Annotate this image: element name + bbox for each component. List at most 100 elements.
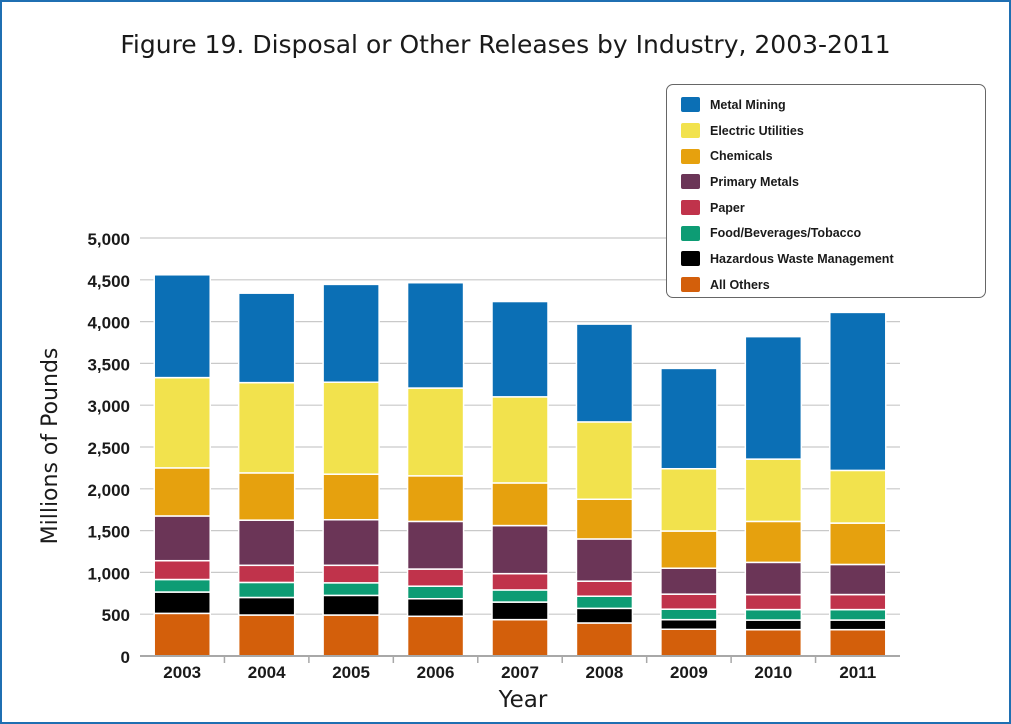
bar-segment-chemicals-2011 [829,522,887,566]
bar-segment-chemicals-2003 [153,467,211,517]
bar-segment-hazardous-waste-management-2005 [322,594,380,616]
bar-segment-electric-utilities-2007 [491,396,549,484]
bar-segment-electric-utilities-2004 [237,381,296,474]
bar-segment-food-beverages-tobacco-2004 [237,581,296,599]
bar-segment-all-others-2011 [829,628,887,657]
legend-item-electric-utilities: Electric Utilities [681,118,985,144]
bar-segment-paper-2006 [406,568,465,587]
bar-segment-food-beverages-tobacco-2010 [744,608,803,621]
bar-segment-hazardous-waste-management-2008 [575,607,634,624]
bar-segment-paper-2004 [237,564,296,584]
legend-label: Electric Utilities [710,123,804,138]
legend-swatch [681,174,700,190]
y-axis: 0 500 1,000 1,500 2,000 2,500 3,000 3,500 4,000 4… [87,230,130,667]
y-tick-label: 2,500 [87,439,130,458]
x-axis-title: Year [498,687,548,713]
legend-item-all-others: All Others [681,272,985,298]
bar-segment-hazardous-waste-management-2003 [153,591,211,615]
y-tick-label: 1,000 [87,564,130,583]
bar-segment-chemicals-2007 [491,482,549,527]
legend-label: All Others [710,277,770,292]
bar-segment-metal-mining-2011 [829,311,887,472]
x-tick-label: 2008 [586,663,624,682]
bar-segment-paper-2011 [829,593,887,611]
legend-swatch [681,97,700,113]
x-tick-label: 2005 [332,663,370,682]
bar-segment-primary-metals-2011 [829,563,887,596]
y-tick-label: 2,000 [87,481,130,500]
bar-segment-all-others-2005 [322,614,380,657]
legend-swatch [681,225,700,241]
legend-label: Hazardous Waste Management [710,251,894,266]
bar-segment-hazardous-waste-management-2010 [744,619,803,631]
y-tick-label: 4,000 [87,314,130,333]
bar-segment-metal-mining-2006 [406,281,465,389]
bar-segment-electric-utilities-2010 [744,458,803,523]
legend-label: Primary Metals [710,174,799,189]
bar-segment-all-others-2010 [744,628,803,657]
x-tick-label: 2003 [163,663,201,682]
bar-segment-primary-metals-2005 [322,518,380,567]
bar-segment-hazardous-waste-management-2007 [491,601,549,621]
bar-segment-all-others-2006 [406,615,465,657]
bar-segment-food-beverages-tobacco-2011 [829,608,887,621]
bar-segment-food-beverages-tobacco-2006 [406,585,465,600]
x-tick-label: 2007 [501,663,539,682]
legend-item-food-beverages-tobacco: Food/Beverages/Tobacco [681,220,985,246]
bar-segment-food-beverages-tobacco-2009 [660,608,718,621]
x-tick-label: 2006 [417,663,455,682]
chart-title: Figure 19. Disposal or Other Releases by… [120,30,891,59]
y-tick-label: 3,000 [87,397,130,416]
y-axis-title: Millions of Pounds [38,348,63,545]
bar-segment-primary-metals-2010 [744,561,803,596]
bar-segment-primary-metals-2008 [575,538,634,582]
legend-label: Metal Mining [710,97,786,112]
bar-segment-food-beverages-tobacco-2008 [575,595,634,610]
bar-segment-metal-mining-2003 [153,274,211,379]
bar-segment-electric-utilities-2005 [322,381,380,475]
bar-segment-chemicals-2008 [575,498,634,540]
bar-segment-primary-metals-2004 [237,519,296,567]
bar-segment-all-others-2007 [491,618,549,657]
bar-segment-chemicals-2005 [322,473,380,521]
legend-label: Chemicals [710,149,773,164]
x-tick-label: 2010 [754,663,792,682]
bar-segment-paper-2008 [575,580,634,597]
y-tick-label: 4,500 [87,272,130,291]
legend-swatch [681,251,700,267]
bar-segment-metal-mining-2009 [660,367,718,470]
legend-swatch [681,123,700,139]
legend-item-paper: Paper [681,195,985,221]
bar-segment-chemicals-2009 [660,530,718,569]
bar-segment-primary-metals-2009 [660,567,718,595]
bar-segment-electric-utilities-2009 [660,467,718,532]
bar-segment-metal-mining-2008 [575,323,634,423]
legend-item-primary-metals: Primary Metals [681,169,985,195]
bar-segment-electric-utilities-2003 [153,376,211,469]
x-tick-label: 2004 [248,663,286,682]
x-tick-label: 2009 [670,663,708,682]
legend-swatch [681,148,700,164]
bar-segment-food-beverages-tobacco-2007 [491,589,549,603]
bar-segment-metal-mining-2005 [322,283,380,383]
bar-segment-electric-utilities-2011 [829,469,887,524]
bar-segment-primary-metals-2007 [491,524,549,575]
bar-segment-electric-utilities-2006 [406,387,465,477]
bar-segment-hazardous-waste-management-2009 [660,618,718,630]
bar-segment-all-others-2003 [153,612,211,657]
legend-item-metal-mining: Metal Mining [681,92,985,118]
bar-segment-primary-metals-2006 [406,520,465,570]
bar-segment-metal-mining-2004 [237,292,296,384]
x-axis: 2003 2004 2005 2006 2007 2008 2009 2010 2011 [140,655,900,682]
bar-segment-paper-2007 [491,572,549,591]
bar-segment-all-others-2008 [575,622,634,657]
legend-label: Food/Beverages/Tobacco [710,226,862,241]
bar-segment-chemicals-2004 [237,472,296,521]
bar-segment-chemicals-2010 [744,520,803,564]
legend-label: Paper [710,200,745,215]
bar-segment-food-beverages-tobacco-2005 [322,582,380,597]
legend-swatch [681,277,700,293]
bar-segment-paper-2003 [153,559,211,581]
bar-segment-food-beverages-tobacco-2003 [153,578,211,593]
